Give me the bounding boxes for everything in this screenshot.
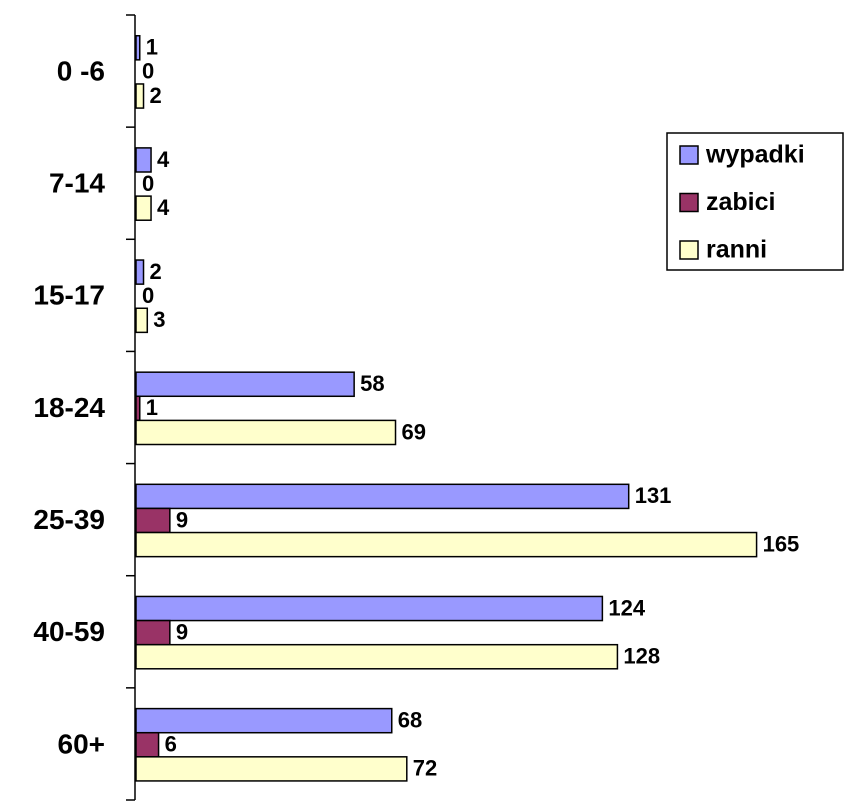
data-label: 124 (608, 595, 645, 620)
bar (135, 756, 408, 782)
legend-swatch (679, 145, 699, 165)
bar (135, 259, 145, 285)
data-label: 131 (635, 483, 672, 508)
bar (135, 195, 152, 221)
bar (135, 483, 630, 510)
bar (135, 643, 619, 670)
data-label: 2 (150, 83, 162, 108)
bar (135, 307, 149, 334)
bar (135, 419, 397, 446)
data-label: 165 (763, 531, 800, 556)
data-label: 4 (157, 147, 170, 172)
data-label: 1 (146, 35, 158, 60)
data-label: 6 (165, 732, 177, 757)
bar (135, 731, 160, 758)
data-label: 128 (623, 644, 660, 669)
data-label: 4 (157, 195, 170, 220)
category-label: 18-24 (33, 392, 105, 423)
legend-label: zabici (706, 188, 775, 216)
category-label: 7-14 (49, 168, 105, 199)
data-label: 69 (402, 419, 426, 444)
data-label: 68 (398, 707, 422, 732)
data-label: 0 (142, 59, 154, 84)
bar (135, 83, 145, 109)
data-label: 58 (360, 371, 384, 396)
legend-label: wypadki (705, 141, 805, 169)
bar (135, 34, 141, 61)
bar (135, 619, 171, 646)
bar (135, 371, 355, 398)
bar (135, 507, 171, 534)
bar (135, 395, 141, 422)
bar (135, 531, 758, 558)
category-label: 40-59 (33, 616, 105, 647)
data-label: 9 (176, 619, 188, 644)
category-label: 60+ (58, 728, 106, 759)
data-label: 9 (176, 507, 188, 532)
legend-swatch (679, 240, 699, 260)
data-label: 1 (146, 395, 158, 420)
data-label: 2 (150, 259, 162, 284)
category-label: 15-17 (33, 280, 105, 311)
data-label: 0 (142, 283, 154, 308)
bar (135, 147, 152, 173)
data-label: 0 (142, 171, 154, 196)
legend-swatch (679, 192, 699, 213)
category-label: 25-39 (33, 504, 105, 535)
data-label: 72 (413, 756, 437, 781)
legend-label: ranni (706, 236, 767, 264)
data-label: 3 (153, 307, 165, 332)
bar (135, 595, 604, 622)
category-label: 0 -6 (57, 55, 105, 86)
bar (135, 707, 393, 734)
